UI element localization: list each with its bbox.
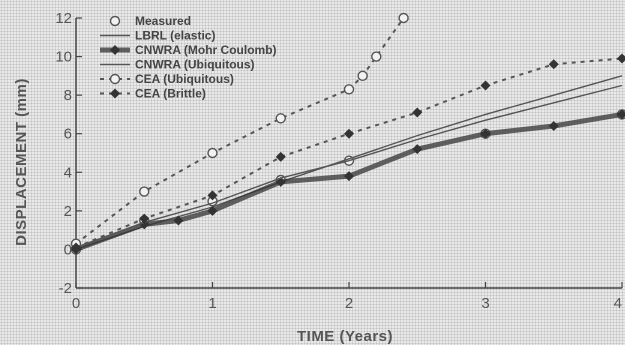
legend-label: CNWRA (Ubiquitous): [135, 58, 255, 72]
series-line: [75, 84, 623, 249]
legend-label: LBRL (elastic): [135, 29, 215, 43]
legend-label: CNWRA (Mohr Coulomb): [135, 43, 277, 57]
data-point: [617, 109, 625, 120]
y-tick-label: 8: [64, 87, 72, 104]
x-tick-label: 0: [72, 295, 80, 312]
data-point: [617, 53, 625, 64]
legend-label: CEA (Ubiquitous): [135, 72, 234, 86]
y-tick-label: 4: [64, 164, 72, 181]
data-point: [139, 213, 150, 224]
data-point: [548, 121, 559, 131]
data-point: [207, 205, 218, 216]
data-point: [412, 107, 423, 118]
data-point: [207, 147, 218, 159]
x-tick-label: 3: [481, 295, 489, 312]
y-tick-label: 0: [64, 241, 72, 258]
legend-item: LBRL (elastic): [100, 29, 215, 43]
x-tick-label: 2: [345, 295, 353, 312]
legend-label: CEA (Brittle): [135, 87, 206, 101]
data-point: [371, 51, 382, 62]
legend-item: CNWRA (Mohr Coulomb): [100, 43, 277, 57]
data-point: [412, 144, 423, 155]
data-point: [109, 15, 121, 27]
y-tick-label: -2: [59, 280, 72, 297]
data-point: [343, 84, 355, 95]
series-line: [75, 57, 623, 249]
data-point: [110, 88, 120, 99]
series: [71, 53, 625, 253]
data-point: [275, 151, 286, 162]
data-point: [109, 73, 121, 85]
data-point: [71, 242, 81, 253]
y-tick-label: 10: [55, 49, 72, 66]
data-point: [480, 80, 491, 91]
legend-item: CEA (Brittle): [100, 87, 206, 101]
data-point: [357, 70, 368, 82]
data-point: [398, 12, 409, 24]
series-line: [75, 111, 623, 252]
x-tick-label: 1: [208, 295, 216, 312]
data-point: [480, 128, 491, 139]
data-point: [548, 59, 559, 70]
y-axis-title: DISPLACEMENT (mm): [13, 78, 30, 246]
data-point: [275, 113, 286, 124]
y-tick-label: 6: [64, 126, 72, 143]
y-tick-label: 2: [64, 203, 72, 220]
data-point: [344, 171, 354, 182]
data-point: [139, 186, 150, 197]
data-point: [207, 190, 218, 201]
x-axis-title: TIME (Years): [297, 328, 393, 345]
legend-item: Measured: [109, 14, 191, 28]
series: [75, 84, 623, 249]
data-point: [110, 45, 120, 55]
x-tick-label: 4: [614, 295, 622, 312]
data-point: [344, 128, 354, 139]
series-layer: [70, 12, 625, 255]
legend-item: CNWRA (Ubiquitous): [100, 58, 255, 72]
legend-label: Measured: [135, 14, 191, 28]
data-point: [173, 215, 184, 226]
y-tick-label: 12: [55, 10, 72, 27]
legend-item: CEA (Ubiquitous): [100, 72, 234, 86]
